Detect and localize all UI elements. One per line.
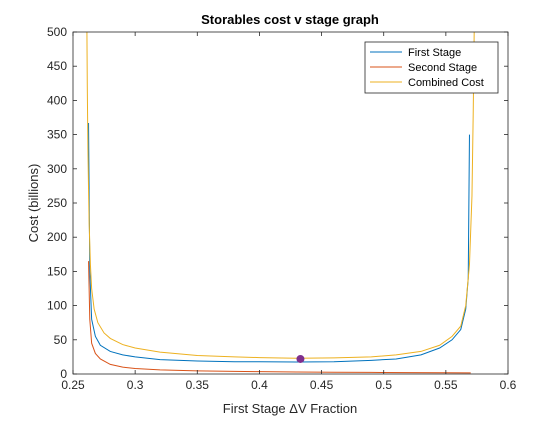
- y-tick-label: 450: [47, 59, 67, 73]
- legend: First Stage Second Stage Combined Cost: [364, 41, 499, 94]
- y-axis-ticks: 0 50 100 150 200 250 300 350 400 450 500: [47, 25, 508, 381]
- x-tick-label: 0.3: [127, 378, 144, 392]
- legend-entry-label: Combined Cost: [408, 77, 484, 89]
- x-axis-label: First Stage ΔV Fraction: [223, 401, 357, 416]
- series-line-1: [88, 122, 470, 363]
- x-tick-label: 0.55: [434, 378, 458, 392]
- x-axis-ticks: 0.25 0.3 0.35 0.4 0.45 0.5 0.55 0.6: [61, 32, 517, 392]
- minimum-cost-marker: [296, 354, 305, 363]
- y-tick-label: 350: [47, 128, 67, 142]
- series-line-2: [88, 261, 471, 374]
- series-line-3: [86, 31, 475, 359]
- series-layer: [86, 31, 475, 374]
- y-tick-label: 500: [47, 25, 67, 39]
- y-tick-label: 100: [47, 299, 67, 313]
- x-tick-label: 0.4: [251, 378, 268, 392]
- x-tick-label: 0.25: [61, 378, 85, 392]
- y-tick-label: 200: [47, 230, 67, 244]
- x-tick-label: 0.35: [186, 378, 210, 392]
- x-tick-label: 0.5: [375, 378, 392, 392]
- chart-title: Storables cost v stage graph: [201, 12, 379, 27]
- y-tick-label: 0: [60, 367, 67, 381]
- y-axis-label: Cost (billions): [26, 164, 41, 243]
- y-tick-label: 50: [54, 333, 68, 347]
- x-tick-label: 0.6: [500, 378, 517, 392]
- highlight-layer: [296, 354, 305, 363]
- y-tick-label: 150: [47, 264, 67, 278]
- legend-entry-label: Second Stage: [408, 62, 477, 74]
- y-tick-label: 400: [47, 93, 67, 107]
- y-tick-label: 250: [47, 196, 67, 210]
- x-tick-label: 0.45: [310, 378, 334, 392]
- legend-entry-label: First Stage: [408, 47, 461, 59]
- y-tick-label: 300: [47, 162, 67, 176]
